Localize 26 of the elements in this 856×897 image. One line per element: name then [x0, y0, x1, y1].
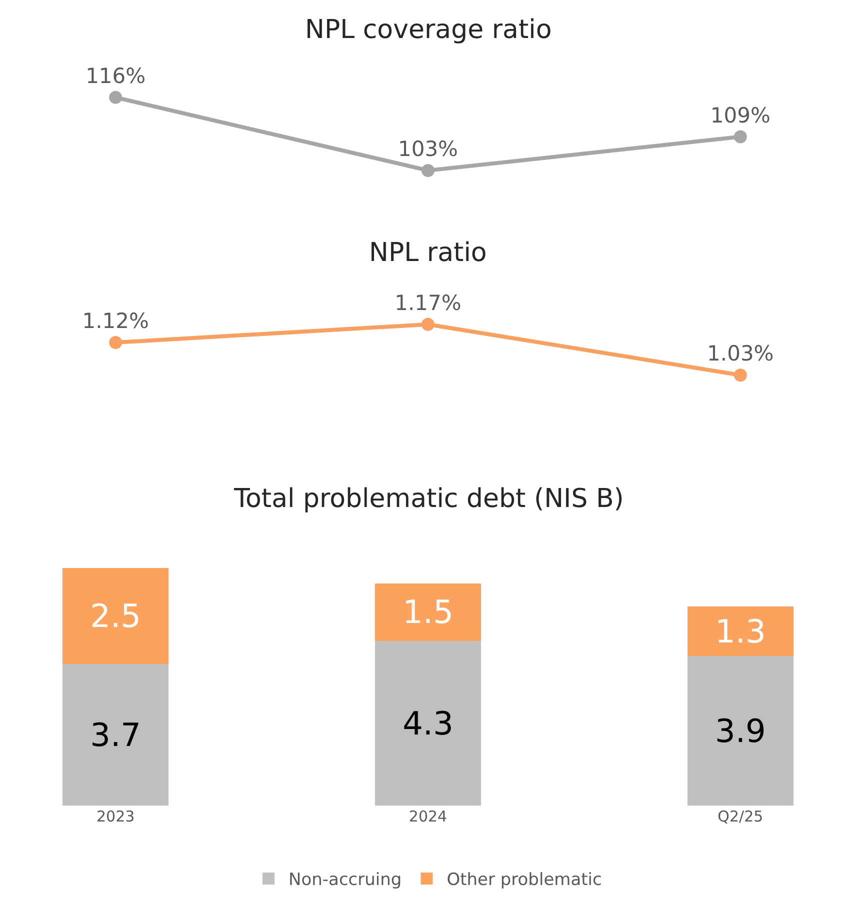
- bar: [374, 583, 482, 641]
- data-label: 109%: [710, 103, 770, 128]
- data-label: 3.7: [90, 716, 142, 754]
- data-label: 1.5: [402, 593, 454, 632]
- legend-label: Non-accruing: [288, 870, 402, 890]
- data-label: 1.03%: [707, 342, 774, 366]
- data-label: 4.3: [402, 704, 454, 742]
- chart-title: NPL ratio: [369, 238, 487, 268]
- chart-title: NPL coverage ratio: [305, 15, 552, 45]
- data-label: 1.12%: [82, 309, 149, 334]
- x-tick-label: Q2/25: [718, 808, 764, 826]
- bar: [62, 664, 169, 806]
- data-label: 1.17%: [394, 291, 462, 316]
- chart-title: Total problematic debt (NIS B): [233, 484, 624, 514]
- bar: [687, 656, 794, 806]
- data-label: 116%: [86, 64, 146, 88]
- bar: [374, 640, 482, 806]
- data-label: 103%: [398, 137, 458, 162]
- x-tick-label: 2023: [96, 808, 135, 826]
- bar: [62, 568, 169, 664]
- data-label: 2.5: [90, 597, 142, 636]
- data-label: 1.3: [714, 612, 766, 650]
- x-tick-label: 2024: [408, 808, 448, 826]
- data-label: 3.9: [714, 712, 766, 750]
- legend-label: Other problematic: [446, 870, 602, 890]
- bar: [687, 606, 794, 656]
